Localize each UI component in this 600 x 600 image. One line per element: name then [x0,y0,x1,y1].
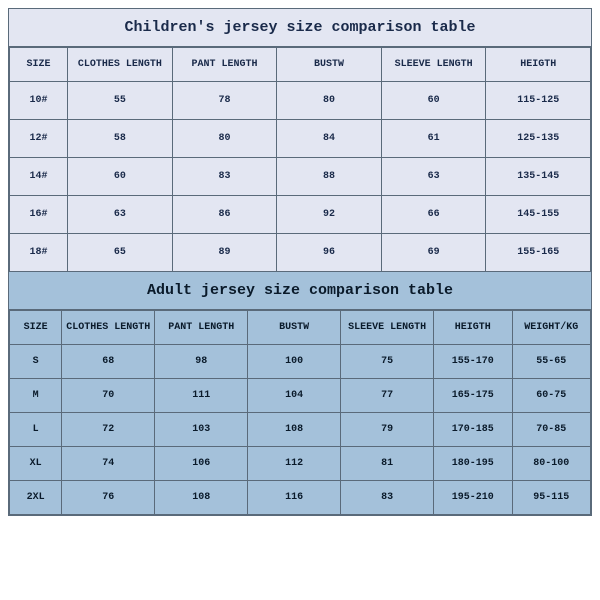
cell: 55-65 [512,345,590,379]
cell: 135-145 [486,158,591,196]
cell: 83 [341,481,434,515]
cell: M [10,379,62,413]
col-heigth: HEIGTH [486,48,591,82]
cell: 2XL [10,481,62,515]
cell: 100 [248,345,341,379]
cell: 165-175 [434,379,512,413]
cell: 18# [10,234,68,272]
cell: 180-195 [434,447,512,481]
size-table-wrapper: Children's jersey size comparison table … [8,8,592,516]
cell: 75 [341,345,434,379]
col-clothes: CLOTHES LENGTH [68,48,173,82]
cell: 86 [172,196,277,234]
col-sleeve: SLEEVE LENGTH [381,48,486,82]
cell: 98 [155,345,248,379]
cell: 60 [381,82,486,120]
col-bust: BUSTW [277,48,382,82]
cell: 92 [277,196,382,234]
cell: 83 [172,158,277,196]
col-clothes: CLOTHES LENGTH [62,311,155,345]
cell: 108 [248,413,341,447]
cell: 84 [277,120,382,158]
table-row: 14# 60 83 88 63 135-145 [10,158,591,196]
cell: 65 [68,234,173,272]
cell: 95-115 [512,481,590,515]
col-pant: PANT LENGTH [172,48,277,82]
cell: 145-155 [486,196,591,234]
col-size: SIZE [10,48,68,82]
cell: S [10,345,62,379]
col-bust: BUSTW [248,311,341,345]
cell: 10# [10,82,68,120]
cell: 63 [381,158,486,196]
cell: 69 [381,234,486,272]
table-row: 10# 55 78 80 60 115-125 [10,82,591,120]
cell: 78 [172,82,277,120]
cell: 14# [10,158,68,196]
cell: 170-185 [434,413,512,447]
cell: 70 [62,379,155,413]
cell: 111 [155,379,248,413]
cell: L [10,413,62,447]
cell: 106 [155,447,248,481]
cell: 70-85 [512,413,590,447]
cell: 116 [248,481,341,515]
table-row: 18# 65 89 96 69 155-165 [10,234,591,272]
cell: 77 [341,379,434,413]
table-row: XL 74 106 112 81 180-195 80-100 [10,447,591,481]
col-size: SIZE [10,311,62,345]
table-row: S 68 98 100 75 155-170 55-65 [10,345,591,379]
cell: 103 [155,413,248,447]
cell: 58 [68,120,173,158]
cell: 96 [277,234,382,272]
cell: 80 [277,82,382,120]
cell: 112 [248,447,341,481]
children-header-row: SIZE CLOTHES LENGTH PANT LENGTH BUSTW SL… [10,48,591,82]
cell: 125-135 [486,120,591,158]
cell: 55 [68,82,173,120]
cell: 12# [10,120,68,158]
cell: 60 [68,158,173,196]
cell: 72 [62,413,155,447]
cell: 61 [381,120,486,158]
cell: 79 [341,413,434,447]
cell: 76 [62,481,155,515]
cell: 68 [62,345,155,379]
adult-title: Adult jersey size comparison table [9,272,591,310]
cell: 108 [155,481,248,515]
cell: 66 [381,196,486,234]
table-row: 2XL 76 108 116 83 195-210 95-115 [10,481,591,515]
col-pant: PANT LENGTH [155,311,248,345]
table-row: 16# 63 86 92 66 145-155 [10,196,591,234]
cell: XL [10,447,62,481]
cell: 81 [341,447,434,481]
cell: 155-170 [434,345,512,379]
cell: 60-75 [512,379,590,413]
table-row: M 70 111 104 77 165-175 60-75 [10,379,591,413]
children-table: SIZE CLOTHES LENGTH PANT LENGTH BUSTW SL… [9,47,591,272]
cell: 16# [10,196,68,234]
table-row: 12# 58 80 84 61 125-135 [10,120,591,158]
cell: 63 [68,196,173,234]
cell: 88 [277,158,382,196]
cell: 80-100 [512,447,590,481]
cell: 195-210 [434,481,512,515]
col-heigth: HEIGTH [434,311,512,345]
col-weight: WEIGHT/KG [512,311,590,345]
cell: 80 [172,120,277,158]
adult-header-row: SIZE CLOTHES LENGTH PANT LENGTH BUSTW SL… [10,311,591,345]
cell: 74 [62,447,155,481]
cell: 104 [248,379,341,413]
col-sleeve: SLEEVE LENGTH [341,311,434,345]
children-title: Children's jersey size comparison table [9,9,591,47]
adult-table: SIZE CLOTHES LENGTH PANT LENGTH BUSTW SL… [9,310,591,515]
cell: 89 [172,234,277,272]
table-row: L 72 103 108 79 170-185 70-85 [10,413,591,447]
cell: 115-125 [486,82,591,120]
cell: 155-165 [486,234,591,272]
